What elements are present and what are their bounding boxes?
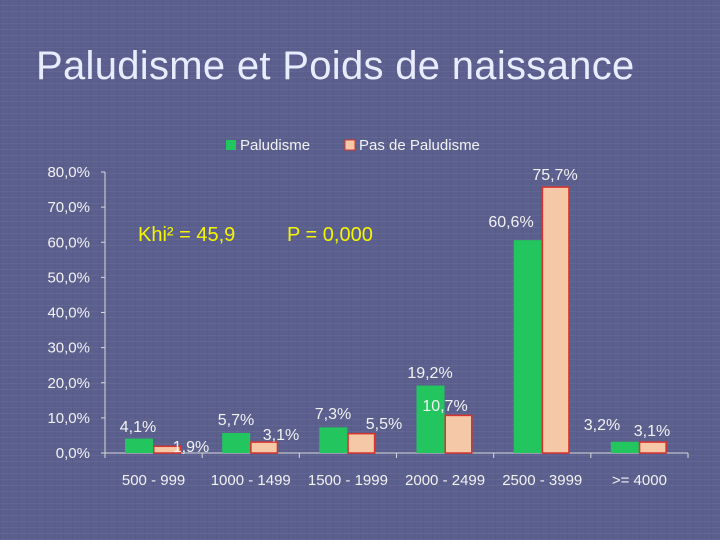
y-tick-label: 60,0% <box>47 234 90 251</box>
bar-pas-de-paludisme <box>638 441 667 454</box>
bar-paludisme <box>513 240 542 453</box>
chart-annotation: Khi² = 45,9 P = 0,000 <box>138 224 373 246</box>
x-tick-label: 1000 - 1499 <box>211 472 291 489</box>
data-label-paludisme: 7,3% <box>315 406 351 423</box>
chart-legend: Paludisme Pas de Paludisme <box>226 137 480 154</box>
bar-paludisme <box>319 427 348 453</box>
bar-pas-de-paludisme <box>541 186 570 454</box>
data-labels: 4,1% 1,9% 5,7% 3,1% 7,3% 5,5% 19,2% 10,7% 60,6% 7… <box>120 167 670 456</box>
x-tick-label: 2000 - 2499 <box>405 472 485 489</box>
y-tick-label: 80,0% <box>47 164 90 181</box>
y-tick-label: 0,0% <box>56 445 90 462</box>
y-tick-label: 10,0% <box>47 410 90 427</box>
slide-title: Paludisme et Poids de naissance <box>36 44 635 88</box>
y-tick-label: 20,0% <box>47 375 90 392</box>
x-tick-label: 500 - 999 <box>122 472 185 489</box>
data-label-paludisme: 19,2% <box>407 365 452 382</box>
data-label-paludisme: 60,6% <box>488 214 533 231</box>
bar-paludisme <box>222 432 251 453</box>
x-tick-label: 1500 - 1999 <box>308 472 388 489</box>
data-label-paludisme: 3,2% <box>584 417 620 434</box>
legend-label-paludisme: Paludisme <box>240 137 310 154</box>
annotation-khi: Khi² = 45,9 <box>138 224 235 246</box>
data-label-pas-de-paludisme: 1,9% <box>173 439 209 456</box>
data-label-pas-de-paludisme: 3,1% <box>263 427 299 444</box>
bar-pas-de-paludisme <box>444 414 473 454</box>
legend-swatch-paludisme <box>226 140 236 150</box>
data-label-pas-de-paludisme: 3,1% <box>634 423 670 440</box>
data-label-pas-de-paludisme: 75,7% <box>532 167 577 184</box>
legend-label-pas-de-paludisme: Pas de Paludisme <box>359 137 480 154</box>
legend-swatch-pas-de-paludisme <box>344 139 356 151</box>
bar-pas-de-paludisme <box>250 441 279 454</box>
data-label-paludisme: 4,1% <box>120 419 156 436</box>
x-axis: 500 - 999 1000 - 1499 1500 - 1999 2000 - 24… <box>104 452 689 489</box>
data-label-paludisme: 5,7% <box>218 412 254 429</box>
x-tick-label: 2500 - 3999 <box>502 472 582 489</box>
x-tick-label: >= 4000 <box>612 472 667 489</box>
data-label-pas-de-paludisme: 10,7% <box>422 398 467 415</box>
bar-pas-de-paludisme <box>347 432 376 454</box>
data-label-pas-de-paludisme: 5,5% <box>366 416 402 433</box>
bar-pas-de-paludisme <box>153 445 181 454</box>
bar-paludisme <box>125 438 153 453</box>
annotation-p: P = 0,000 <box>287 224 373 246</box>
y-tick-label: 40,0% <box>47 305 90 322</box>
bar-paludisme <box>610 441 639 453</box>
y-tick-label: 30,0% <box>47 340 90 357</box>
bars <box>125 186 667 454</box>
y-tick-label: 50,0% <box>47 269 90 286</box>
bar-paludisme <box>416 385 445 453</box>
y-tick-label: 70,0% <box>47 199 90 216</box>
y-axis: 0,0% 10,0% 20,0% 30,0% 40,0% 50,0% 60,0% 70,0% 8… <box>47 164 106 462</box>
